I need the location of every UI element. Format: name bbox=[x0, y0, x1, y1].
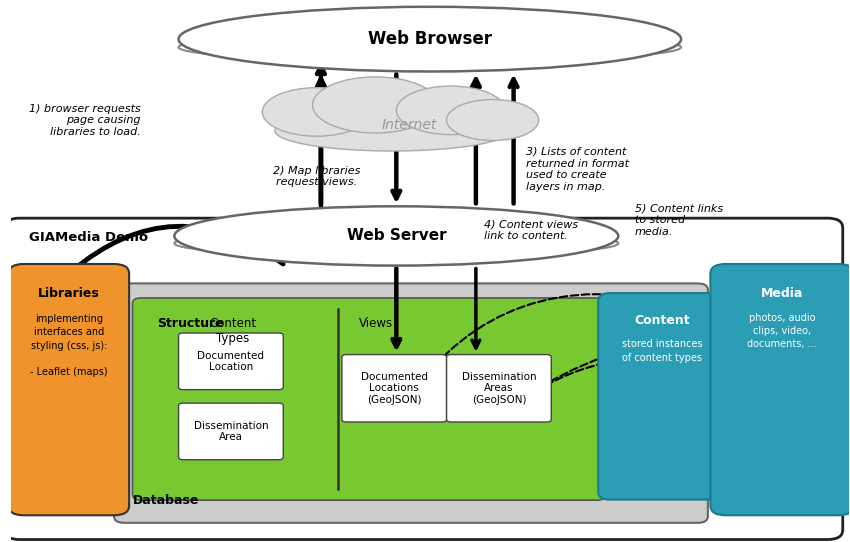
FancyBboxPatch shape bbox=[133, 298, 606, 500]
Ellipse shape bbox=[396, 86, 505, 134]
FancyBboxPatch shape bbox=[4, 218, 842, 539]
Text: Web Server: Web Server bbox=[347, 228, 446, 243]
Text: Documented
Locations
(GeoJSON): Documented Locations (GeoJSON) bbox=[360, 372, 428, 405]
Ellipse shape bbox=[275, 111, 509, 151]
Text: photos, audio
clips, video,
documents, ...: photos, audio clips, video, documents, .… bbox=[747, 313, 817, 349]
Text: implementing
interfaces and
styling (css, js):

- Leaflet (maps): implementing interfaces and styling (css… bbox=[30, 314, 108, 377]
FancyBboxPatch shape bbox=[114, 283, 708, 523]
Text: GIAMedia Demo: GIAMedia Demo bbox=[30, 230, 149, 243]
Text: 5) Content links
to stored
media.: 5) Content links to stored media. bbox=[635, 204, 723, 237]
FancyBboxPatch shape bbox=[178, 403, 283, 460]
FancyBboxPatch shape bbox=[8, 264, 129, 515]
FancyBboxPatch shape bbox=[342, 354, 446, 422]
Text: Internet: Internet bbox=[381, 118, 437, 132]
FancyBboxPatch shape bbox=[711, 264, 850, 515]
Ellipse shape bbox=[174, 230, 618, 257]
Ellipse shape bbox=[174, 207, 618, 266]
Ellipse shape bbox=[263, 88, 371, 136]
Ellipse shape bbox=[178, 33, 681, 62]
Text: Views: Views bbox=[359, 317, 393, 330]
Text: 4) Content views
link to content.: 4) Content views link to content. bbox=[484, 220, 578, 241]
Text: Structure: Structure bbox=[157, 317, 224, 330]
Text: Content: Content bbox=[634, 314, 690, 327]
Text: stored instances
of content types: stored instances of content types bbox=[622, 339, 703, 363]
Text: Database: Database bbox=[133, 494, 199, 507]
Text: Web Browser: Web Browser bbox=[368, 30, 492, 48]
Text: Documented
Location: Documented Location bbox=[197, 351, 264, 372]
Text: Dissemination
Areas
(GeoJSON): Dissemination Areas (GeoJSON) bbox=[462, 372, 536, 405]
Text: Content
Types: Content Types bbox=[209, 317, 257, 345]
Text: 2) Map libraries
request views.: 2) Map libraries request views. bbox=[273, 166, 360, 188]
Text: Media: Media bbox=[761, 287, 803, 300]
FancyBboxPatch shape bbox=[178, 333, 283, 390]
Ellipse shape bbox=[178, 7, 681, 72]
FancyBboxPatch shape bbox=[446, 354, 552, 422]
Ellipse shape bbox=[313, 77, 439, 133]
FancyBboxPatch shape bbox=[598, 293, 726, 500]
Text: Dissemination
Area: Dissemination Area bbox=[194, 421, 269, 442]
Text: Libraries: Libraries bbox=[38, 287, 99, 300]
Text: 1) browser requests
page causing
libraries to load.: 1) browser requests page causing librari… bbox=[29, 104, 141, 137]
Text: 3) Lists of content
returned in format
used to create
layers in map.: 3) Lists of content returned in format u… bbox=[526, 147, 629, 192]
Ellipse shape bbox=[446, 100, 539, 140]
